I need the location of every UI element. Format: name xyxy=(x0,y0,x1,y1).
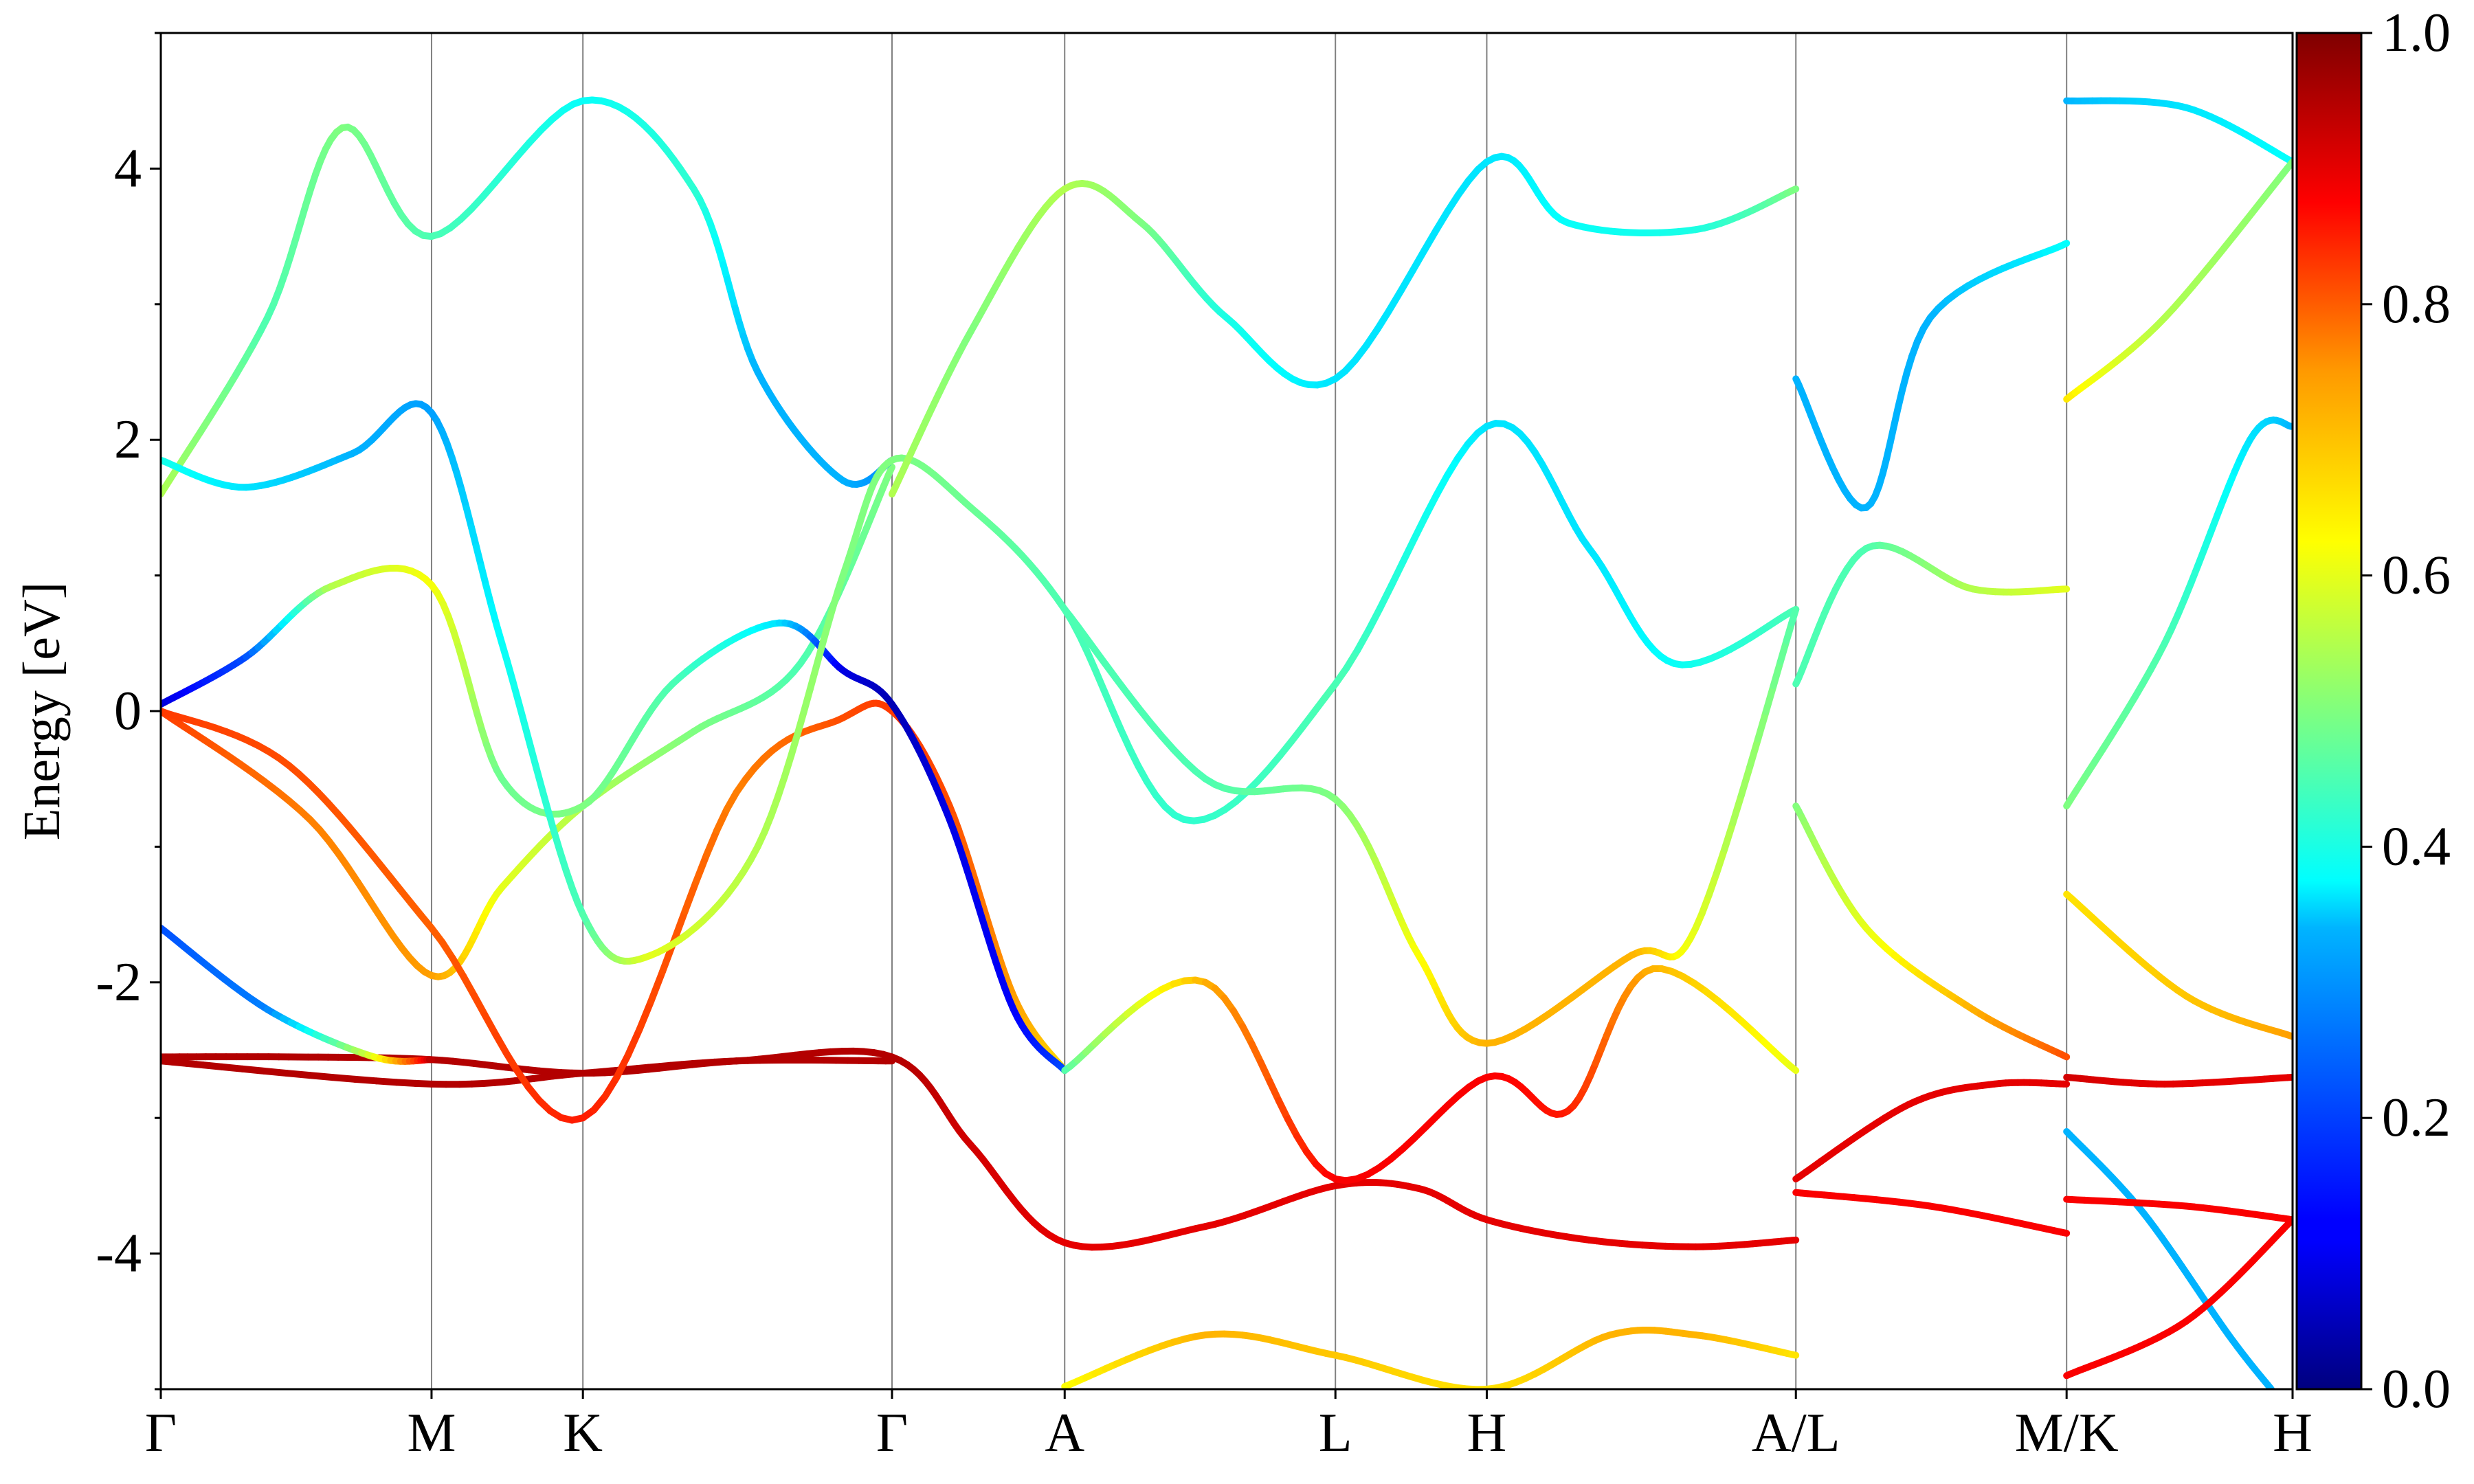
band-line xyxy=(161,924,435,1065)
band-line xyxy=(2063,97,2293,166)
x-tick-label: L xyxy=(1319,1403,1352,1463)
band-line xyxy=(2063,1216,2293,1380)
colorbar-tick-label: 0.6 xyxy=(2382,546,2451,606)
band-line xyxy=(2063,416,2293,810)
y-tick-label: 0 xyxy=(114,681,142,741)
colorbar-tick-label: 1.0 xyxy=(2382,3,2451,63)
colorbar-tick-label: 0.8 xyxy=(2382,274,2451,335)
y-axis: -4 -2 0 2 4 xyxy=(96,32,161,1391)
band-line xyxy=(2063,1195,2293,1224)
colorbar-ticks: 0.0 0.2 0.4 0.6 0.8 1.0 xyxy=(2361,3,2451,1419)
band-line xyxy=(2063,158,2293,403)
colorbar-gradient xyxy=(2295,32,2363,1391)
band-line xyxy=(2063,890,2293,1040)
y-axis-label: Energy [eV] xyxy=(13,582,71,840)
band-line xyxy=(1792,239,2071,512)
x-tick-label: K xyxy=(563,1403,603,1463)
y-tick-label: -4 xyxy=(96,1224,142,1284)
colorbar: 0.0 0.2 0.4 0.6 0.8 1.0 xyxy=(2295,3,2451,1419)
band-line xyxy=(1792,1079,2071,1183)
x-tick-label: H xyxy=(1467,1403,1507,1463)
band-line xyxy=(161,463,895,980)
colorbar-tick-label: 0.2 xyxy=(2382,1088,2451,1148)
plot-background xyxy=(161,33,2293,1389)
band-line xyxy=(1792,802,2071,1061)
band-line xyxy=(161,565,1069,1075)
y-tick-label: 2 xyxy=(114,409,142,470)
band-line xyxy=(161,1056,895,1088)
band-line xyxy=(1061,965,1800,1184)
y-tick-label: -2 xyxy=(96,952,142,1013)
band-line xyxy=(1792,1189,2071,1237)
band-line xyxy=(1061,605,1800,1047)
x-tick-label: A/L xyxy=(1752,1403,1840,1463)
band-line xyxy=(161,1047,1800,1251)
x-tick-label: H xyxy=(2273,1403,2313,1463)
band-line xyxy=(2063,1073,2293,1088)
x-tick-label: M/K xyxy=(2015,1403,2119,1463)
band-line xyxy=(888,153,1800,498)
x-tick-label: Γ xyxy=(876,1403,908,1463)
x-tick-label: M xyxy=(407,1403,456,1463)
x-tick-label: Γ xyxy=(145,1403,177,1463)
y-tick-label: 4 xyxy=(114,138,142,199)
colorbar-tick-label: 0.0 xyxy=(2382,1359,2451,1419)
band-line xyxy=(1792,541,2071,688)
colorbar-tick-label: 0.4 xyxy=(2382,816,2451,877)
x-tick-label: A xyxy=(1045,1403,1084,1463)
x-axis: Γ M K Γ A L H A/L M/K H xyxy=(145,1389,2313,1463)
band-line xyxy=(161,96,895,498)
bands xyxy=(161,96,2293,1389)
